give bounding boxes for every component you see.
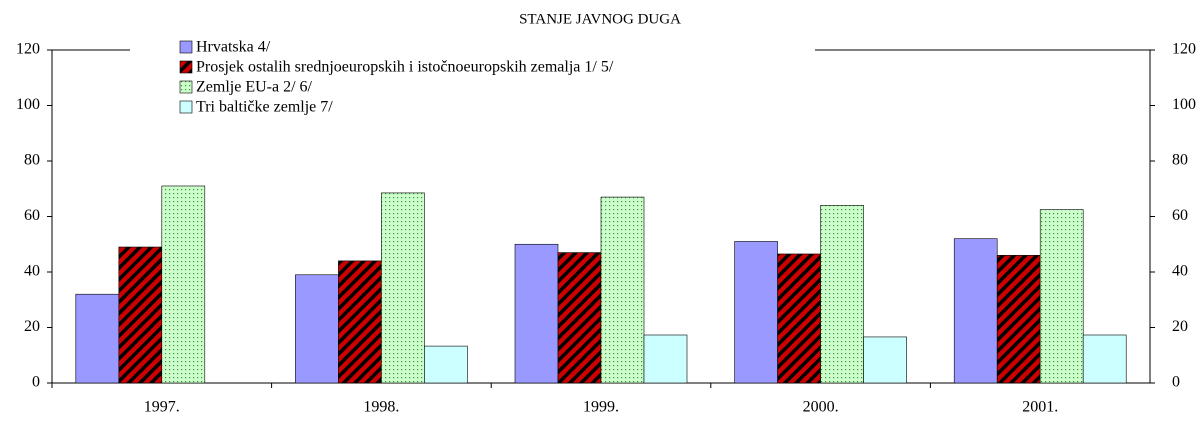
y2-tick-label: 40 (1172, 263, 1188, 280)
legend-label: Prosjek ostalih srednjoeuropskih i istoč… (196, 59, 614, 76)
y-tick-label: 20 (24, 318, 40, 335)
bar (863, 336, 907, 384)
y2-tick-label: 100 (1172, 96, 1196, 113)
y-tick-label: 120 (16, 41, 40, 58)
x-tick-label: 1997. (144, 399, 180, 416)
bar (643, 334, 688, 384)
bar (953, 238, 998, 384)
bar (75, 293, 120, 384)
x-tick-label: 1998. (363, 399, 399, 416)
bar (1039, 209, 1084, 384)
y2-tick-label: 0 (1172, 374, 1180, 391)
chart-title: STANJE JAVNOG DUGA (519, 11, 681, 27)
bar (338, 260, 382, 384)
bar (118, 246, 163, 384)
y2-tick-label: 120 (1172, 41, 1196, 58)
bar (820, 205, 864, 384)
y2-tick-label: 60 (1172, 207, 1188, 224)
bar (1082, 334, 1127, 384)
bar (161, 185, 206, 384)
legend-label: Zemlje EU-a 2/ 6/ (196, 79, 313, 96)
bar (734, 241, 778, 384)
y-tick-label: 80 (24, 152, 40, 169)
legend-swatch (179, 60, 193, 74)
y-tick-label: 0 (32, 374, 40, 391)
legend-swatch (179, 80, 193, 94)
y2-tick-label: 80 (1172, 152, 1188, 169)
legend-box (130, 48, 815, 134)
x-tick-label: 1999. (583, 399, 619, 416)
legend-label: Hrvatska 4/ (196, 39, 271, 56)
legend-swatch (179, 100, 193, 114)
y-tick-label: 100 (16, 96, 40, 113)
legend-label: Tri baltičke zemlje 7/ (196, 99, 333, 116)
y-tick-label: 60 (24, 207, 40, 224)
bar (557, 252, 602, 384)
y-tick-label: 40 (24, 263, 40, 280)
x-tick-label: 2001. (1022, 399, 1058, 416)
bar (514, 243, 559, 384)
y2-tick-label: 20 (1172, 318, 1188, 335)
x-tick-label: 2000. (803, 399, 839, 416)
bar (777, 253, 821, 384)
bar (295, 274, 339, 384)
bar (424, 345, 468, 384)
bar (381, 192, 425, 384)
bar (600, 196, 645, 384)
bar (996, 255, 1041, 384)
legend-swatch (179, 40, 193, 54)
